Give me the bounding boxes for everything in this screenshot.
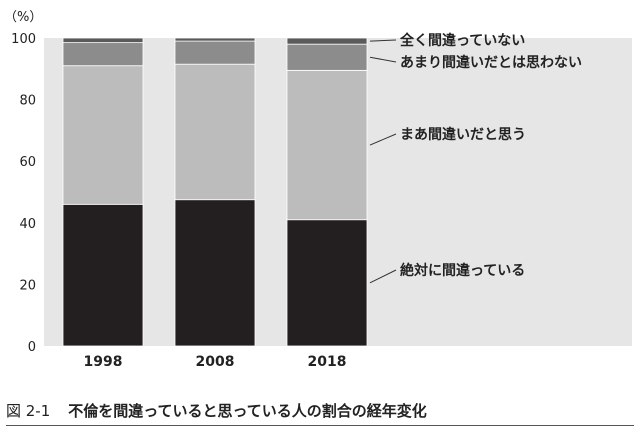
y-tick-label: 80 — [19, 94, 36, 109]
series-label: 絶対に間違っている — [400, 262, 525, 279]
x-axis-ticks: 1998 2008 2018 — [84, 354, 347, 370]
x-tick-label: 1998 — [84, 354, 123, 370]
y-tick-label: 100 — [11, 32, 36, 47]
bar-segment — [62, 37, 144, 44]
bar-segment — [174, 37, 256, 42]
bar-segment — [286, 43, 368, 71]
caption-underline — [6, 425, 634, 426]
bar-segment — [286, 69, 368, 221]
bar-segment — [62, 42, 144, 67]
series-label: あまり間違いだとは思わない — [400, 54, 582, 71]
bar-segment — [286, 37, 368, 45]
y-axis-unit-label: （%） — [4, 10, 42, 25]
series-label: 全く間違っていない — [399, 32, 525, 49]
label-leader-line — [369, 39, 397, 42]
label-leader-line — [369, 133, 397, 146]
y-tick-label: 0 — [28, 340, 36, 355]
y-tick-label: 40 — [19, 217, 36, 232]
bar-segment — [62, 203, 144, 347]
series-label: まあ間違いだと思う — [400, 126, 526, 143]
label-leader-line — [369, 269, 397, 284]
bar-segment — [174, 199, 256, 347]
label-leader-line — [369, 56, 397, 63]
figure-title: 不倫を間違っていると思っている人の割合の経年変化 — [68, 402, 427, 420]
figure-caption: 図 2-1 不倫を間違っていると思っている人の割合の経年変化 — [6, 400, 634, 421]
y-axis-ticks: 0 20 40 60 80 100 — [11, 32, 36, 355]
x-tick-label: 2018 — [308, 354, 347, 370]
y-tick-label: 60 — [19, 155, 36, 170]
bar-segment — [174, 40, 256, 65]
bar-segment — [174, 63, 256, 201]
bar-segment — [286, 219, 368, 347]
bars — [62, 37, 368, 347]
bar-segment — [62, 65, 144, 205]
y-tick-label: 20 — [19, 278, 36, 293]
x-tick-label: 2008 — [196, 354, 235, 370]
figure-number: 図 2-1 — [6, 402, 51, 420]
